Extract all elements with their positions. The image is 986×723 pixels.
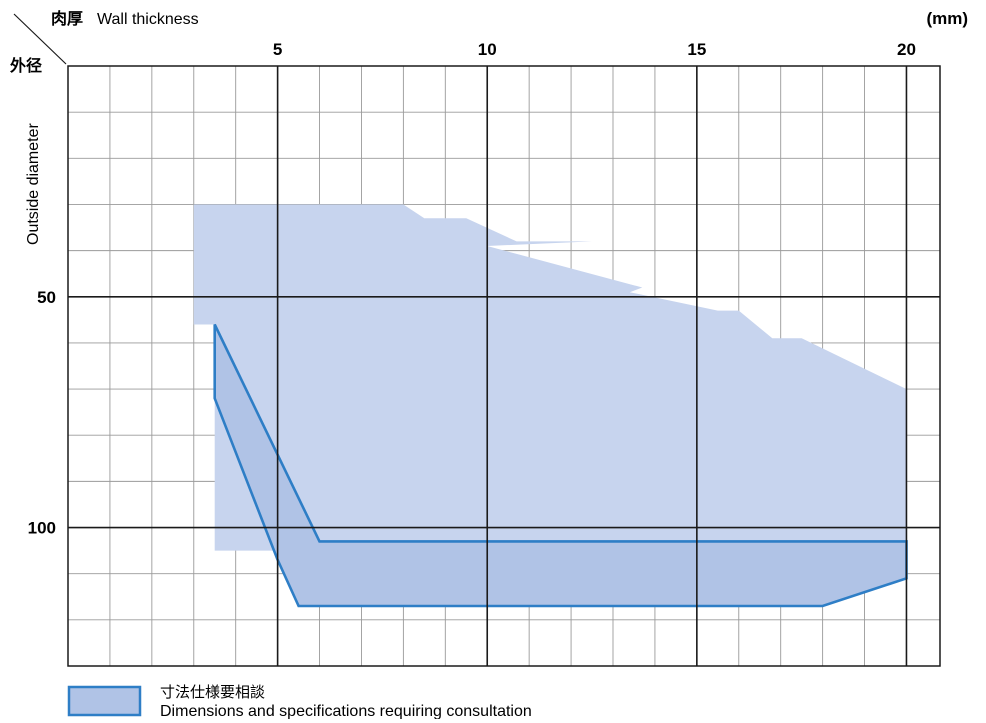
x-axis-label-en: Wall thickness xyxy=(97,11,199,28)
corner-diagonal xyxy=(13,13,67,65)
y-axis-label-en: Outside diameter xyxy=(25,122,42,245)
tick-labels: 5 10 15 20 50 100 xyxy=(28,40,916,538)
consultation-area xyxy=(213,323,908,608)
legend-label-jp: 寸法仕様要相談 xyxy=(160,683,265,701)
y-tick-label: 50 xyxy=(37,288,56,307)
y-axis-label-jp: 外径 xyxy=(9,56,42,75)
data-areas xyxy=(193,204,908,608)
x-unit-label: (mm) xyxy=(926,9,968,28)
legend-label-en: Dimensions and specifications requiring … xyxy=(160,703,532,719)
x-tick-label: 10 xyxy=(478,40,497,59)
x-tick-label: 15 xyxy=(687,40,706,59)
x-tick-label: 20 xyxy=(897,40,916,59)
y-tick-label: 100 xyxy=(28,519,56,538)
plot-frame xyxy=(67,65,941,667)
x-axis-label-jp: 肉厚 xyxy=(51,9,83,28)
major-grid xyxy=(68,66,940,666)
legend-swatch xyxy=(67,685,142,717)
x-tick-label: 5 xyxy=(273,40,282,59)
available-range-area xyxy=(193,204,907,551)
